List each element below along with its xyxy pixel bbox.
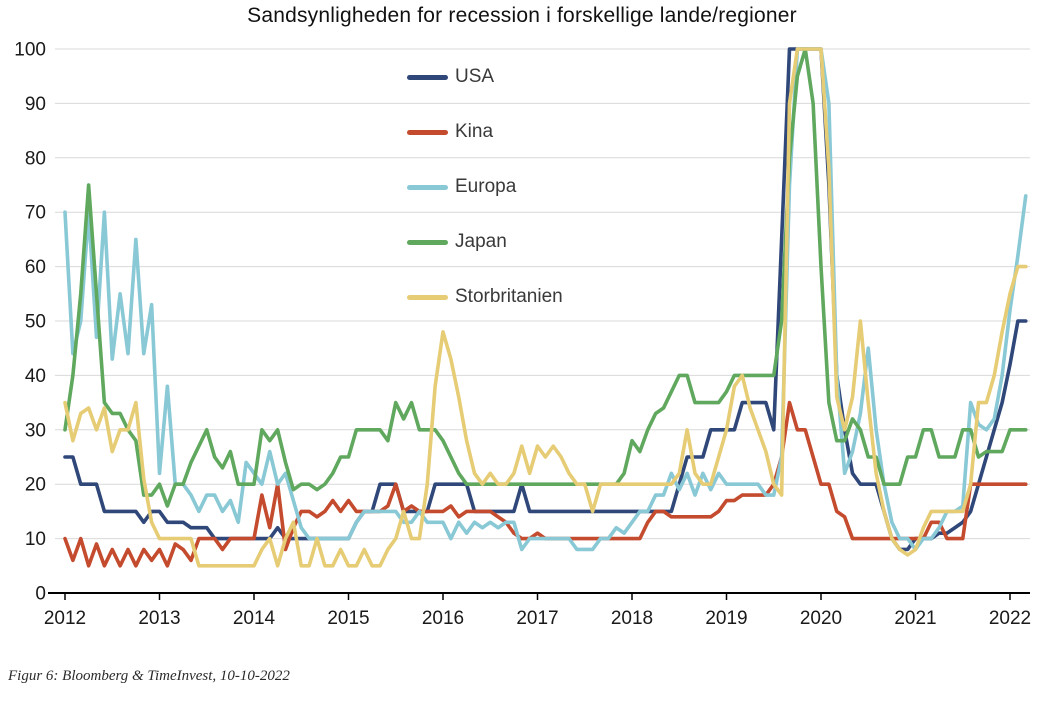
svg-text:60: 60 <box>25 257 46 278</box>
legend-label: Japan <box>455 231 507 252</box>
svg-text:2019: 2019 <box>705 608 747 629</box>
svg-text:50: 50 <box>25 312 46 333</box>
legend-swatch-usa <box>407 74 448 80</box>
svg-text:2012: 2012 <box>44 608 86 629</box>
legend-item-usa: USA <box>407 62 494 92</box>
figure-caption: Figur 6: Bloomberg & TimeInvest, 10-10-2… <box>8 668 290 684</box>
svg-text:80: 80 <box>25 148 46 169</box>
svg-text:0: 0 <box>35 584 46 605</box>
legend-item-storbritanien: Storbritanien <box>407 282 563 312</box>
svg-text:40: 40 <box>25 366 46 387</box>
svg-text:2015: 2015 <box>327 608 369 629</box>
svg-text:2013: 2013 <box>138 608 180 629</box>
svg-text:2017: 2017 <box>516 608 558 629</box>
svg-text:2018: 2018 <box>611 608 653 629</box>
svg-text:70: 70 <box>25 203 46 224</box>
legend-swatch-storbritanien <box>407 294 448 300</box>
legend-swatch-japan <box>407 239 448 245</box>
legend-item-europa: Europa <box>407 172 516 202</box>
legend-swatch-kina <box>407 129 448 135</box>
svg-text:2020: 2020 <box>800 608 842 629</box>
legend-label: Europa <box>455 176 517 197</box>
svg-text:2022: 2022 <box>989 608 1031 629</box>
svg-text:2016: 2016 <box>422 608 464 629</box>
svg-text:2014: 2014 <box>233 608 276 629</box>
legend-item-japan: Japan <box>407 227 507 257</box>
svg-text:20: 20 <box>25 475 46 496</box>
legend-label: Storbritanien <box>455 286 563 307</box>
legend-label: USA <box>455 66 495 87</box>
legend-label: Kina <box>455 121 494 142</box>
chart-title: Sandsynligheden for recession i forskell… <box>247 4 797 27</box>
svg-text:100: 100 <box>14 40 46 61</box>
legend-swatch-europa <box>407 184 448 190</box>
svg-text:2021: 2021 <box>894 608 936 629</box>
svg-text:30: 30 <box>25 420 46 441</box>
svg-text:10: 10 <box>25 529 46 550</box>
legend-item-kina: Kina <box>407 117 493 147</box>
svg-text:90: 90 <box>25 94 46 115</box>
